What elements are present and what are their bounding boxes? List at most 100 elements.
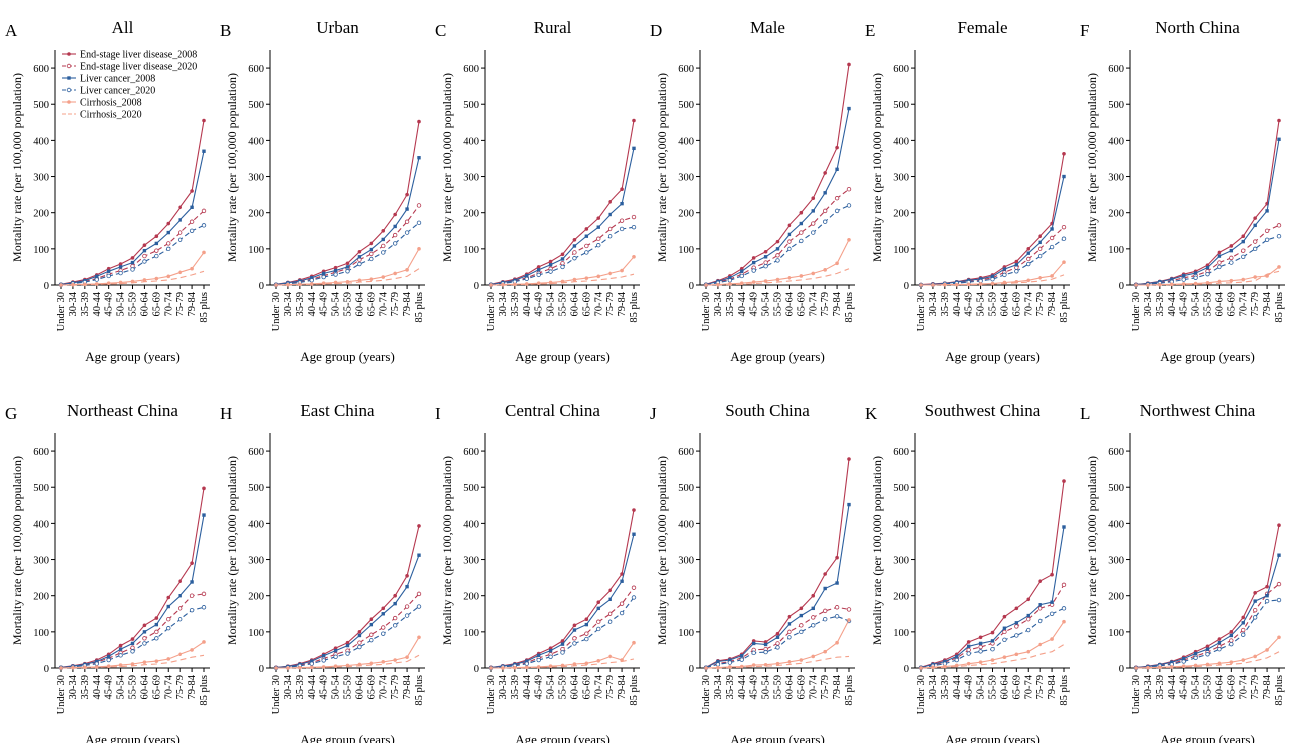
data-point-lc08 bbox=[525, 273, 529, 278]
data-point-lc08 bbox=[1265, 209, 1269, 213]
data-point-lc20 bbox=[1229, 641, 1234, 647]
x-tick-label: 50-54 bbox=[116, 291, 127, 316]
data-point-ci08 bbox=[417, 247, 421, 251]
data-point-esld08 bbox=[405, 192, 409, 197]
data-point-ci08 bbox=[1050, 274, 1054, 278]
data-point-lc20 bbox=[607, 233, 613, 239]
data-point-lc20 bbox=[1217, 264, 1222, 270]
data-point-esld08 bbox=[345, 640, 350, 645]
data-point-esld08 bbox=[787, 614, 792, 619]
x-axis-label: Age group (years) bbox=[730, 349, 825, 364]
data-point-lc20 bbox=[189, 607, 195, 613]
data-point-lc08 bbox=[118, 265, 123, 269]
x-tick-label: 50-54 bbox=[116, 674, 127, 699]
panel-letter: K bbox=[865, 404, 878, 423]
data-point-lc20 bbox=[572, 641, 577, 646]
x-tick-label: 60-64 bbox=[569, 291, 580, 316]
data-point-lc08 bbox=[966, 644, 971, 649]
data-point-lc08 bbox=[751, 641, 756, 646]
x-tick-label: 85 plus bbox=[199, 292, 210, 323]
x-tick-label: 35-39 bbox=[725, 292, 736, 317]
data-point-esld08 bbox=[1217, 250, 1222, 255]
data-point-esld08 bbox=[130, 637, 135, 641]
data-point-esld20 bbox=[1276, 223, 1282, 228]
x-tick-label: 50-54 bbox=[546, 674, 557, 699]
data-point-lc08 bbox=[345, 265, 350, 269]
data-point-esld20 bbox=[189, 219, 195, 224]
data-point-lc20 bbox=[201, 223, 207, 228]
x-tick-label: 40-44 bbox=[737, 674, 748, 699]
series-line-lc20 bbox=[1135, 235, 1280, 286]
data-point-lc20 bbox=[607, 619, 613, 624]
y-tick-label: 300 bbox=[463, 173, 479, 184]
x-tick-label: Under 30 bbox=[701, 292, 712, 331]
data-point-lc20 bbox=[1276, 233, 1282, 239]
x-tick-label: 85 plus bbox=[199, 675, 210, 706]
x-tick-label: 85 plus bbox=[844, 292, 855, 323]
data-point-lc20 bbox=[715, 662, 721, 667]
x-tick-label: 65-69 bbox=[151, 292, 162, 317]
x-tick-label: 75-79 bbox=[605, 675, 616, 700]
panel-i: I Central China 0 100 200 300 400 500 600 Under 3… bbox=[435, 401, 640, 743]
x-axis-label: Age group (years) bbox=[85, 732, 180, 743]
data-point-lc20 bbox=[345, 651, 350, 656]
data-point-lc08 bbox=[1170, 277, 1174, 281]
data-point-esld20 bbox=[357, 640, 362, 645]
x-axis-label: Age group (years) bbox=[515, 349, 610, 364]
x-tick-label: 60-64 bbox=[569, 674, 580, 699]
series-line-esld08 bbox=[275, 121, 420, 285]
y-tick-label: 100 bbox=[678, 628, 694, 639]
data-point-lc08 bbox=[728, 276, 732, 280]
y-tick-label: 200 bbox=[1108, 592, 1124, 603]
data-point-ci08 bbox=[190, 266, 194, 271]
data-point-lc20 bbox=[1252, 246, 1258, 252]
data-point-lc08 bbox=[978, 641, 983, 646]
series-line-ci20 bbox=[61, 654, 205, 669]
x-tick-label: 45-49 bbox=[749, 675, 760, 700]
data-point-lc20 bbox=[596, 626, 601, 632]
data-point-esld08 bbox=[1038, 234, 1042, 238]
x-tick-label: 65-69 bbox=[366, 292, 377, 317]
data-point-ci08 bbox=[608, 654, 612, 659]
data-point-esld08 bbox=[775, 239, 780, 244]
data-point-lc20 bbox=[1193, 655, 1198, 661]
y-tick-label: 200 bbox=[33, 209, 49, 220]
data-point-esld08 bbox=[835, 145, 839, 150]
y-tick-label: 500 bbox=[248, 100, 264, 111]
legend-label: End-stage liver disease_2020 bbox=[80, 62, 197, 73]
y-tick-label: 500 bbox=[1108, 100, 1124, 111]
y-axis-label: Mortality rate (per 100,000 population) bbox=[440, 456, 454, 645]
data-point-ci08 bbox=[966, 282, 971, 287]
data-point-lc20 bbox=[154, 636, 159, 641]
data-point-ci08 bbox=[321, 665, 326, 669]
data-point-esld08 bbox=[763, 249, 768, 254]
x-tick-label: 79-84 bbox=[1262, 674, 1273, 699]
x-tick-label: 79-84 bbox=[1047, 291, 1058, 316]
data-point-esld08 bbox=[572, 238, 577, 242]
y-tick-label: 400 bbox=[1108, 136, 1124, 147]
panel-h: H East China 0 100 200 300 400 500 600 Under 30 30… bbox=[220, 401, 425, 743]
x-tick-label: Under 30 bbox=[271, 292, 282, 331]
data-point-lc20 bbox=[1181, 277, 1186, 282]
series-line-ci20 bbox=[1136, 651, 1280, 669]
data-point-lc08 bbox=[1050, 600, 1054, 604]
x-tick-label: 65-69 bbox=[796, 292, 807, 317]
x-tick-label: 75-79 bbox=[390, 292, 401, 317]
data-point-lc08 bbox=[118, 647, 123, 651]
data-point-lc20 bbox=[572, 256, 577, 261]
data-point-lc20 bbox=[799, 238, 804, 244]
data-point-esld08 bbox=[990, 630, 995, 635]
x-tick-label: 79-84 bbox=[617, 674, 628, 699]
data-point-esld08 bbox=[1229, 244, 1234, 248]
data-point-lc20 bbox=[94, 277, 99, 282]
data-point-esld20 bbox=[572, 636, 577, 641]
data-point-esld20 bbox=[787, 239, 792, 244]
y-tick-label: 100 bbox=[248, 245, 264, 256]
data-point-lc08 bbox=[823, 191, 827, 195]
y-tick-label: 0 bbox=[689, 281, 694, 292]
x-tick-label: 85 plus bbox=[1059, 675, 1070, 706]
data-point-ci08 bbox=[1277, 265, 1281, 269]
data-point-esld08 bbox=[620, 572, 624, 576]
data-point-esld08 bbox=[154, 616, 159, 620]
